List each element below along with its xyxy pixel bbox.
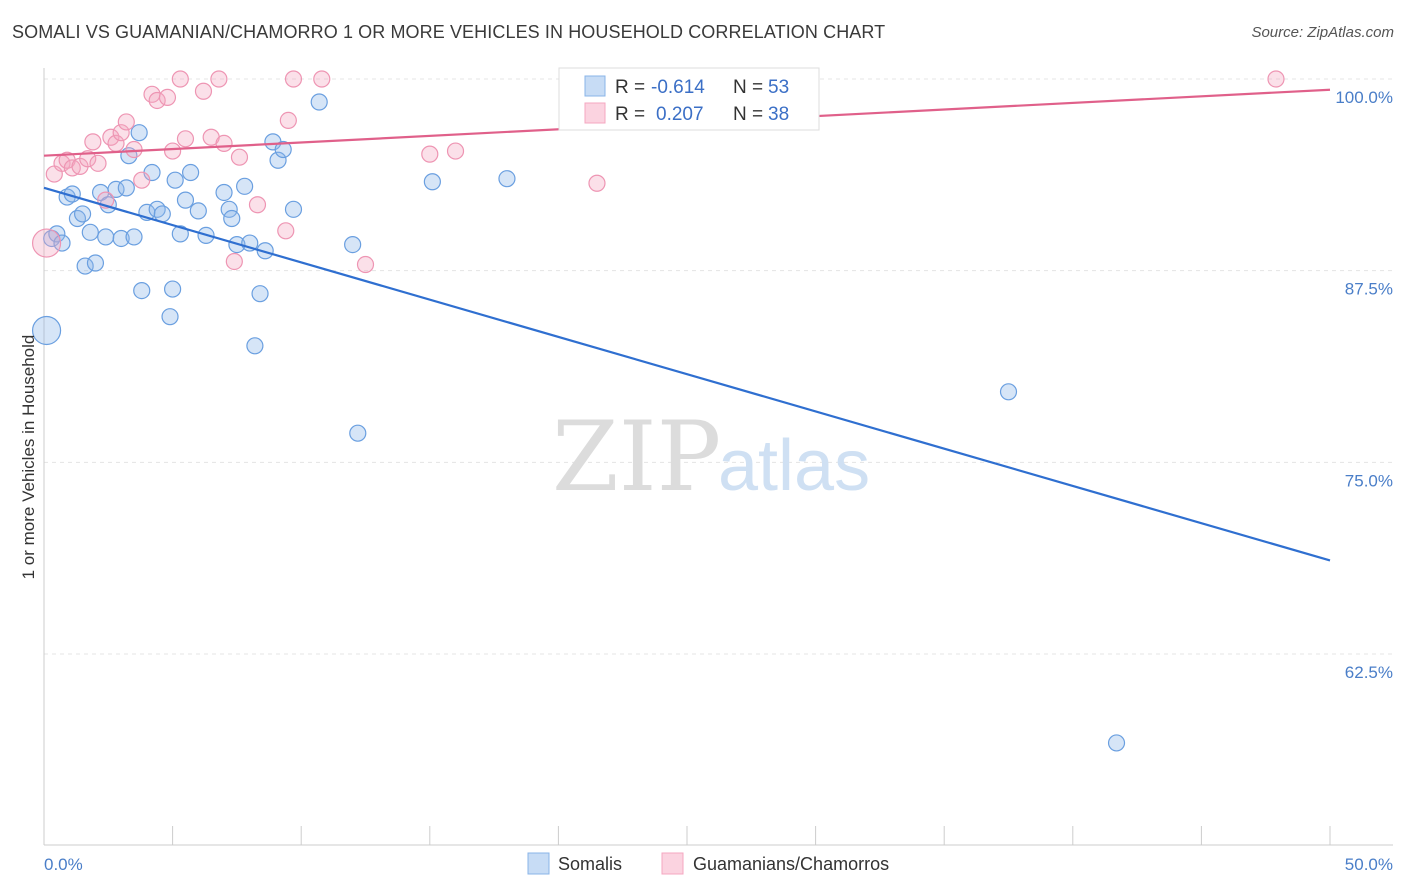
guamanians-point xyxy=(84,133,102,151)
somalis-point xyxy=(246,337,264,355)
guamanians-point xyxy=(79,150,97,168)
chart-title: SOMALI VS GUAMANIAN/CHAMORRO 1 OR MORE V… xyxy=(12,22,886,42)
somalis-point xyxy=(999,383,1018,401)
axes xyxy=(43,68,1393,846)
guamanians-point xyxy=(210,70,228,88)
somalis-point xyxy=(349,424,367,442)
legend-swatch-somalis xyxy=(584,75,606,97)
somalis-point xyxy=(423,173,441,191)
legend-r-label-somalis: R = xyxy=(615,77,645,98)
y-tick-labels: 62.5% 75.0% 87.5% 100.0% xyxy=(1335,88,1393,682)
guamanians-point xyxy=(133,171,151,189)
legend-n-label-guamanians: N = xyxy=(733,104,763,125)
x-tick-label: 50.0% xyxy=(1345,855,1393,874)
somalis-point xyxy=(76,257,94,275)
bottom-legend-swatch-somalis xyxy=(527,852,550,875)
somalis-point xyxy=(133,282,151,300)
guamanians-point xyxy=(148,91,166,110)
legend-box: R = -0.614 N = 53 R = 0.207 N = 38 xyxy=(558,67,820,131)
somalis-point xyxy=(274,140,292,159)
somalis-point xyxy=(161,308,179,326)
legend-swatch-guamanians xyxy=(584,102,606,124)
bottom-legend-swatch-guamanians xyxy=(661,852,684,875)
guamanians-point xyxy=(446,142,465,160)
guamanians-point xyxy=(277,222,295,240)
guamanians-point xyxy=(164,142,182,160)
somalis-point xyxy=(182,163,200,182)
x-tick-label: 0.0% xyxy=(44,855,83,874)
bottom-legend-label-guamanians: Guamanians/Chamorros xyxy=(693,854,889,874)
somalis-point xyxy=(97,228,115,246)
somalis-point xyxy=(164,280,182,298)
watermark-atlas: atlas xyxy=(718,426,870,506)
legend-n-label-somalis: N = xyxy=(733,77,763,98)
somalis-point xyxy=(81,223,99,241)
guamanians-point xyxy=(125,140,143,159)
somalis-point xyxy=(310,93,328,111)
guamanians-point xyxy=(89,154,107,172)
legend-n-value-guamanians: 38 xyxy=(768,104,789,125)
somalis-point xyxy=(1107,734,1126,752)
guamanians-point xyxy=(176,130,195,148)
guamanians-point xyxy=(112,124,130,142)
somalis-point xyxy=(73,205,92,223)
bottom-legend: Somalis Guamanians/Chamorros xyxy=(527,852,889,875)
bottom-legend-label-somalis: Somalis xyxy=(558,854,622,874)
legend-r-value-guamanians: 0.207 xyxy=(656,104,704,125)
chart-source: Source: ZipAtlas.com xyxy=(1251,24,1394,41)
guamanians-point xyxy=(279,111,297,130)
legend-r-label-guamanians: R = xyxy=(615,104,645,125)
somalis-point xyxy=(189,202,207,220)
legend-n-value-somalis: 53 xyxy=(768,77,789,98)
y-tick-label: 100.0% xyxy=(1335,88,1393,107)
somalis-point xyxy=(148,200,166,218)
somalis-point xyxy=(344,236,362,254)
somalis-point xyxy=(166,171,184,189)
somalis-point xyxy=(176,191,195,209)
guamanians-point xyxy=(158,88,177,107)
y-tick-label: 87.5% xyxy=(1345,280,1393,299)
somalis-point xyxy=(117,179,135,197)
guamanians-point xyxy=(356,255,375,274)
guamanians-point xyxy=(284,70,303,88)
somalis-point xyxy=(284,200,303,218)
guamanians-point xyxy=(421,145,439,163)
y-tick-label: 62.5% xyxy=(1345,663,1393,682)
y-tick-label: 75.0% xyxy=(1345,471,1393,490)
somalis-point xyxy=(215,183,233,202)
guamanians-point xyxy=(1267,70,1285,88)
legend-r-value-somalis: -0.614 xyxy=(651,77,705,98)
points-layer xyxy=(31,70,1285,752)
somalis-point xyxy=(171,225,189,243)
guamanians-point xyxy=(171,70,189,88)
guamanians-point xyxy=(588,174,606,192)
guamanians-point xyxy=(215,134,233,152)
somalis-point xyxy=(125,228,143,246)
guamanians-point xyxy=(31,228,62,258)
somalis-trend-line xyxy=(43,186,1331,562)
somalis-point xyxy=(251,285,269,303)
somalis-point xyxy=(269,151,287,169)
somalis-point xyxy=(130,124,148,142)
y-axis-label: 1 or more Vehicles in Household xyxy=(19,335,38,580)
x-tick-labels: 0.0% 50.0% xyxy=(44,855,1393,874)
guamanians-point xyxy=(230,148,249,166)
guamanians-point xyxy=(248,196,267,214)
somalis-point xyxy=(236,177,254,195)
somalis-point xyxy=(112,229,130,248)
somalis-point xyxy=(223,209,241,228)
somalis-point xyxy=(31,315,62,346)
somalis-point xyxy=(498,170,516,188)
guamanians-point xyxy=(117,113,135,131)
guamanians-point xyxy=(313,70,331,88)
somalis-point xyxy=(86,254,105,272)
watermark-zip: ZIP xyxy=(552,401,721,513)
somalis-point xyxy=(53,234,71,252)
guamanians-point xyxy=(225,252,243,271)
somalis-point xyxy=(68,209,87,228)
grid xyxy=(44,78,1393,655)
guamanians-point xyxy=(194,82,213,100)
